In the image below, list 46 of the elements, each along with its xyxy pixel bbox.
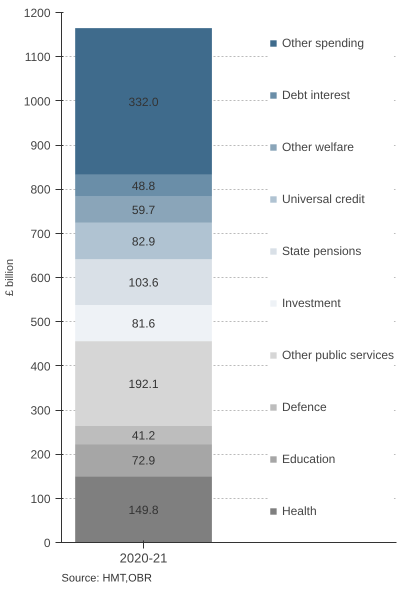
bar <box>75 444 212 476</box>
y-tick-label: 1100 <box>24 50 51 64</box>
bar <box>75 259 212 306</box>
data-label: 332.0 <box>128 94 159 109</box>
data-label: 59.7 <box>132 203 156 218</box>
y-tick-label: 300 <box>30 404 51 418</box>
y-tick-label: 500 <box>30 315 51 330</box>
bar <box>75 196 212 223</box>
data-label: 82.9 <box>132 234 156 248</box>
legend-label: Education <box>282 452 336 466</box>
y-axis-title: £ billion <box>4 258 16 296</box>
data-label: 192.1 <box>128 377 159 392</box>
data-label: 103.6 <box>128 276 159 290</box>
legend-label: Other public services <box>282 348 394 362</box>
legend-label: Other welfare <box>282 140 354 154</box>
bar <box>75 174 212 196</box>
data-label: 72.9 <box>132 454 156 468</box>
data-label: 81.6 <box>132 316 156 331</box>
bar <box>75 341 212 426</box>
bar <box>75 426 212 444</box>
y-tick-label: 1000 <box>24 94 51 108</box>
bar <box>75 222 212 260</box>
legend-label: Other spending <box>282 36 364 50</box>
bar <box>75 476 212 542</box>
legend-label: State pensions <box>282 244 362 258</box>
source-note: Source: HMT,OBR <box>62 572 152 584</box>
legend-label: Universal credit <box>282 192 365 206</box>
legend-label: Defence <box>282 400 327 414</box>
bar <box>75 305 212 342</box>
y-tick-label: 800 <box>30 182 51 197</box>
bar <box>75 28 212 175</box>
data-label: 48.8 <box>132 179 156 194</box>
y-tick-label: 0 <box>44 536 51 550</box>
y-tick-label: 100 <box>30 492 51 506</box>
y-tick-label: 900 <box>30 138 51 152</box>
y-tick-label: 700 <box>30 226 51 241</box>
x-tick-label: 2020-21 <box>120 550 168 566</box>
y-tick-label: 600 <box>30 271 51 285</box>
legend-label: Investment <box>282 296 341 310</box>
y-tick-label: 1200 <box>24 6 51 20</box>
legend-label: Debt interest <box>282 88 350 102</box>
data-label: 149.8 <box>128 502 159 517</box>
data-label: 41.2 <box>132 428 156 443</box>
legend-label: Health <box>282 504 317 518</box>
y-tick-label: 400 <box>30 359 51 374</box>
y-tick-label: 200 <box>30 448 51 462</box>
